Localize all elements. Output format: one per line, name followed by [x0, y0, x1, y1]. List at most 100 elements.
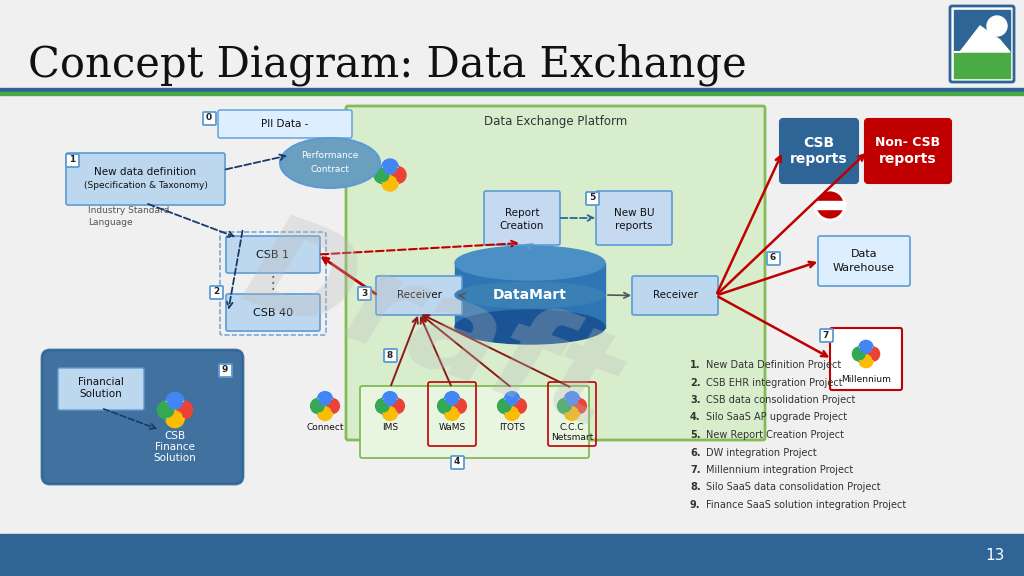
Circle shape: [566, 407, 578, 419]
Text: Solution: Solution: [80, 389, 123, 399]
FancyBboxPatch shape: [360, 386, 589, 458]
Circle shape: [571, 399, 587, 414]
Text: Receiver: Receiver: [396, 290, 441, 301]
FancyBboxPatch shape: [780, 119, 858, 183]
FancyBboxPatch shape: [66, 153, 225, 205]
Circle shape: [377, 400, 389, 412]
Circle shape: [506, 393, 518, 405]
Circle shape: [860, 342, 871, 353]
Text: Financial: Financial: [78, 377, 124, 387]
FancyBboxPatch shape: [384, 349, 397, 362]
Text: CSB EHR integration Project: CSB EHR integration Project: [706, 377, 843, 388]
Circle shape: [310, 399, 326, 414]
Text: 8.: 8.: [690, 483, 700, 492]
Text: Connect: Connect: [306, 423, 344, 433]
Text: DataMart: DataMart: [494, 288, 567, 302]
FancyBboxPatch shape: [767, 252, 780, 265]
Text: 2: 2: [213, 287, 219, 297]
FancyBboxPatch shape: [66, 154, 79, 167]
FancyBboxPatch shape: [818, 236, 910, 286]
Text: Data: Data: [851, 249, 878, 259]
Text: 7: 7: [823, 331, 829, 339]
FancyBboxPatch shape: [865, 119, 951, 183]
Bar: [0, 534, 1024, 576]
FancyBboxPatch shape: [226, 294, 319, 331]
Circle shape: [317, 392, 333, 407]
Circle shape: [867, 348, 878, 359]
Circle shape: [319, 407, 331, 419]
Text: reports: reports: [880, 152, 937, 166]
Text: CSB: CSB: [165, 431, 185, 441]
Text: ⋮: ⋮: [264, 275, 282, 293]
Ellipse shape: [455, 282, 605, 308]
Circle shape: [319, 393, 331, 405]
Text: 2.: 2.: [690, 377, 700, 388]
Text: Non- CSB: Non- CSB: [876, 137, 941, 150]
Circle shape: [439, 400, 452, 412]
FancyBboxPatch shape: [484, 191, 560, 245]
Circle shape: [437, 399, 453, 414]
Circle shape: [158, 401, 176, 419]
FancyBboxPatch shape: [820, 329, 833, 342]
Circle shape: [857, 345, 874, 363]
Bar: [455, 263, 605, 328]
Circle shape: [380, 165, 400, 185]
Text: 8: 8: [387, 351, 393, 359]
Text: New Report Creation Project: New Report Creation Project: [706, 430, 844, 440]
Text: WaMS: WaMS: [438, 423, 466, 433]
Text: New Data Definition Project: New Data Definition Project: [706, 360, 842, 370]
FancyBboxPatch shape: [219, 364, 232, 377]
Circle shape: [505, 406, 519, 420]
Circle shape: [562, 397, 582, 415]
Circle shape: [391, 400, 402, 412]
Circle shape: [382, 159, 398, 176]
Text: New data definition: New data definition: [94, 167, 197, 177]
FancyBboxPatch shape: [42, 350, 243, 484]
Circle shape: [166, 409, 184, 427]
Circle shape: [391, 168, 404, 181]
Circle shape: [444, 406, 460, 420]
Circle shape: [860, 355, 871, 366]
Circle shape: [572, 400, 585, 412]
Text: 4: 4: [454, 457, 460, 467]
Circle shape: [815, 190, 845, 220]
Text: Warehouse: Warehouse: [833, 263, 895, 273]
Circle shape: [500, 400, 511, 412]
Circle shape: [498, 399, 513, 414]
Circle shape: [513, 400, 524, 412]
Text: 0: 0: [206, 113, 212, 123]
Text: New BU: New BU: [613, 208, 654, 218]
Text: 5.: 5.: [690, 430, 700, 440]
Circle shape: [859, 340, 873, 355]
Circle shape: [176, 403, 190, 417]
Circle shape: [503, 397, 521, 415]
Circle shape: [446, 407, 458, 419]
Polygon shape: [954, 26, 1010, 52]
Text: Data Exchange Platform: Data Exchange Platform: [484, 116, 627, 128]
Text: Creation: Creation: [500, 221, 544, 231]
Text: Contract: Contract: [310, 165, 349, 175]
Text: Finance SaaS solution integration Project: Finance SaaS solution integration Projec…: [706, 500, 906, 510]
Text: Draft: Draft: [227, 204, 632, 456]
Circle shape: [381, 397, 399, 415]
Bar: [954, 10, 1010, 52]
Circle shape: [566, 393, 578, 405]
Circle shape: [160, 403, 174, 417]
Text: 6.: 6.: [690, 448, 700, 457]
Text: Millennium integration Project: Millennium integration Project: [706, 465, 853, 475]
Text: DW integration Project: DW integration Project: [706, 448, 817, 457]
Text: 6: 6: [770, 253, 776, 263]
Text: ITOTS: ITOTS: [499, 423, 525, 433]
Text: Concept Diagram: Data Exchange: Concept Diagram: Data Exchange: [28, 44, 746, 86]
Circle shape: [374, 166, 391, 183]
FancyBboxPatch shape: [210, 286, 223, 299]
Circle shape: [166, 392, 184, 411]
Text: reports: reports: [615, 221, 652, 231]
Text: Silo SaaS AP upgrade Project: Silo SaaS AP upgrade Project: [706, 412, 847, 423]
Text: C.C.C: C.C.C: [560, 423, 585, 433]
Circle shape: [317, 406, 333, 420]
Circle shape: [987, 16, 1007, 36]
Text: CSB data consolidation Project: CSB data consolidation Project: [706, 395, 855, 405]
Circle shape: [168, 395, 182, 409]
Circle shape: [444, 392, 460, 407]
